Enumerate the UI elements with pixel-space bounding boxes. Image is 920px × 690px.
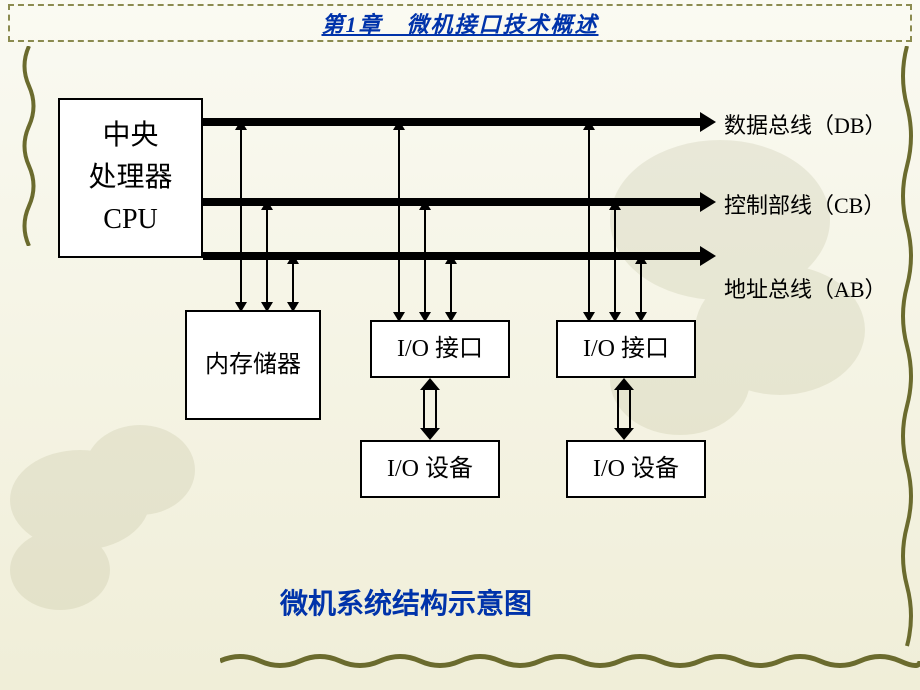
connector-line xyxy=(640,256,642,320)
diagram-caption: 微机系统结构示意图 xyxy=(280,582,532,622)
control-bus-label: 控制部线（CB） xyxy=(724,188,885,220)
memory-label: 内存储器 xyxy=(205,347,301,383)
address-bus-arrowhead xyxy=(700,246,716,266)
arrowhead-up-icon xyxy=(393,120,405,130)
cpu-label-3: CPU xyxy=(103,199,157,241)
data-bus-label: 数据总线（DB） xyxy=(724,108,887,140)
data-bus-arrowhead xyxy=(700,112,716,132)
bus-diagram: 数据总线（DB） 控制部线（CB） 地址总线（AB） 中央 处理器 CPU 内存… xyxy=(0,80,920,540)
data-bus-line xyxy=(203,118,700,126)
connector-line xyxy=(588,122,590,320)
io-interface-1-label: I/O 接口 xyxy=(397,331,483,367)
arrowhead-up-icon xyxy=(583,120,595,130)
connector-line xyxy=(266,202,268,310)
io-device-1-box: I/O 设备 xyxy=(360,440,500,498)
io-interface-1-box: I/O 接口 xyxy=(370,320,510,378)
memory-box: 内存储器 xyxy=(185,310,321,420)
io-device-1-label: I/O 设备 xyxy=(387,451,473,487)
control-bus-arrowhead xyxy=(700,192,716,212)
arrowhead-up-icon xyxy=(235,120,247,130)
arrowhead-up-icon xyxy=(261,200,273,210)
header-bar: 第1章 微机接口技术概述 xyxy=(8,4,912,42)
arrowhead-up-icon xyxy=(635,254,647,264)
cpu-label-1: 中央 xyxy=(102,115,158,157)
header-title: 第1章 微机接口技术概述 xyxy=(321,7,598,39)
io-device-2-box: I/O 设备 xyxy=(566,440,706,498)
arrowhead-up-icon xyxy=(419,200,431,210)
io-device-2-label: I/O 设备 xyxy=(593,451,679,487)
cpu-label-2: 处理器 xyxy=(88,157,172,199)
arrowhead-up-icon xyxy=(609,200,621,210)
arrowhead-up-icon xyxy=(287,254,299,264)
control-bus-line xyxy=(203,198,700,206)
io1-to-dev-arrow xyxy=(420,378,440,440)
connector-line xyxy=(398,122,400,320)
arrowhead-up-icon xyxy=(445,254,457,264)
io2-to-dev-arrow xyxy=(614,378,634,440)
cpu-box: 中央 处理器 CPU xyxy=(58,98,203,258)
connector-line xyxy=(424,202,426,320)
connector-line xyxy=(614,202,616,320)
connector-line xyxy=(450,256,452,320)
io-interface-2-label: I/O 接口 xyxy=(583,331,669,367)
decor-vine-bottom xyxy=(220,652,920,670)
io-interface-2-box: I/O 接口 xyxy=(556,320,696,378)
address-bus-label: 地址总线（AB） xyxy=(724,272,887,304)
connector-line xyxy=(240,122,242,310)
